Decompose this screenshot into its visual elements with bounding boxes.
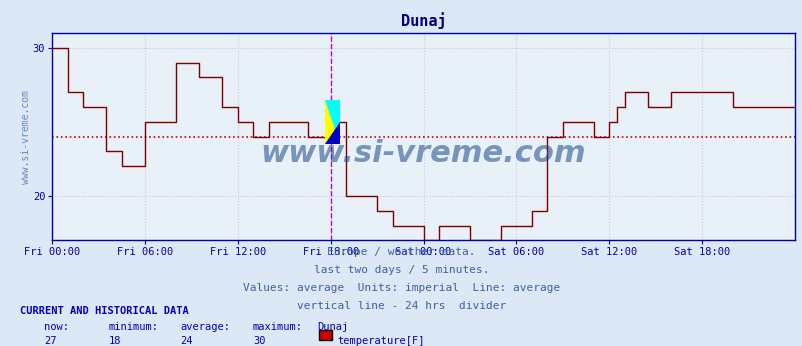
Text: Values: average  Units: imperial  Line: average: Values: average Units: imperial Line: av… [242,283,560,293]
Text: 24: 24 [180,336,193,346]
Polygon shape [325,100,339,144]
Text: last two days / 5 minutes.: last two days / 5 minutes. [314,265,488,275]
Text: www.si-vreme.com: www.si-vreme.com [261,139,585,168]
Text: Dunaj: Dunaj [317,322,348,333]
Text: www.si-vreme.com: www.si-vreme.com [21,90,31,184]
Text: 30: 30 [253,336,265,346]
Title: Dunaj: Dunaj [400,12,446,29]
Text: now:: now: [44,322,69,333]
Polygon shape [325,122,339,144]
Text: temperature[F]: temperature[F] [337,336,424,346]
Text: vertical line - 24 hrs  divider: vertical line - 24 hrs divider [297,301,505,311]
Text: 27: 27 [44,336,57,346]
Text: average:: average: [180,322,230,333]
Text: 18: 18 [108,336,121,346]
Text: Europe / weather data.: Europe / weather data. [327,247,475,257]
Text: CURRENT AND HISTORICAL DATA: CURRENT AND HISTORICAL DATA [20,306,188,316]
Text: maximum:: maximum: [253,322,302,333]
Text: minimum:: minimum: [108,322,158,333]
Bar [325,100,339,144]
